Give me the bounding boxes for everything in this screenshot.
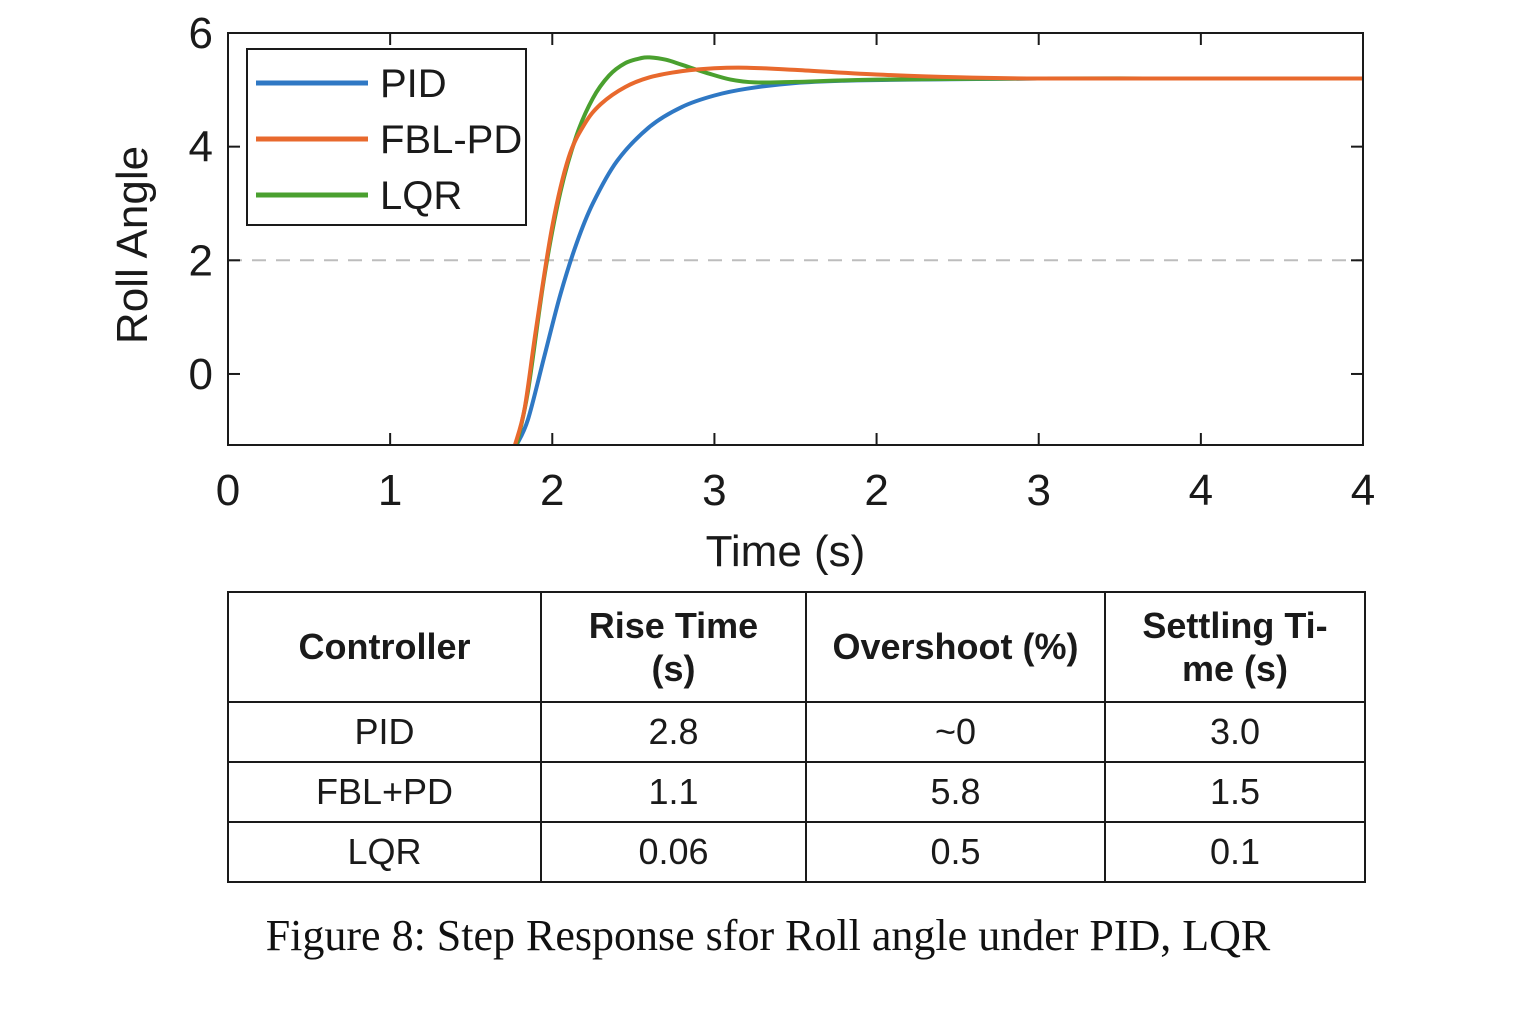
legend-label-lqr: LQR (380, 174, 462, 218)
cell-overshoot: 0.5 (805, 821, 1106, 883)
table-row: PID 2.8 ~0 3.0 (227, 701, 1366, 763)
y-tick-label: 0 (189, 350, 213, 399)
x-tick-label: 3 (702, 466, 726, 515)
x-tick-label: 0 (216, 466, 240, 515)
x-tick-label: 4 (1189, 466, 1213, 515)
y-tick-label: 2 (189, 236, 213, 285)
plot-area-frame (227, 32, 1364, 446)
cell-controller: LQR (227, 821, 542, 883)
header-overshoot-line: Overshoot (%) (832, 626, 1079, 668)
header-rise-time: Rise Time (s) (540, 591, 807, 703)
x-tick-label: 2 (864, 466, 888, 515)
y-axis-title: Roll Angle (108, 146, 157, 344)
header-controller: Controller (227, 591, 542, 703)
figure-caption: Figure 8: Step Response sfor Roll angle … (265, 911, 1271, 960)
legend-label-pid: PID (380, 62, 447, 106)
cell-rise-time: 1.1 (540, 761, 807, 823)
header-settling-time-line-2: me (s) (1181, 648, 1289, 689)
series-line-fbl-pd (513, 65, 1363, 445)
x-tick-label: 3 (1026, 466, 1050, 515)
cell-controller: FBL+PD (227, 761, 542, 823)
table-header-row: Controller Rise Time (s) Overshoot (%) S… (227, 591, 1366, 703)
table-row: FBL+PD 1.1 5.8 1.5 (227, 761, 1366, 823)
legend-label-fbl-pd: FBL-PD (380, 118, 522, 162)
cell-settling-time: 1.5 (1104, 761, 1366, 823)
header-settling-time: Settling Ti- me (s) (1104, 591, 1366, 703)
header-settling-time-line-1: Settling Ti- (1142, 604, 1328, 646)
y-tick-label: 4 (189, 123, 213, 172)
cell-rise-time: 2.8 (540, 701, 807, 763)
header-overshoot: Overshoot (%) (805, 591, 1106, 703)
cell-overshoot: 5.8 (805, 761, 1106, 823)
step-response-chart: 0 1 2 3 2 3 4 4 0 2 4 6 Time (s) Roll Angle PID FBL-PD… (108, 9, 1375, 576)
x-tick-label: 2 (540, 466, 564, 515)
cell-settling-time: 0.1 (1104, 821, 1366, 883)
x-tick-label: 4 (1351, 466, 1375, 515)
cell-controller: PID (227, 701, 542, 763)
header-controller-line: Controller (298, 626, 471, 668)
table-row: LQR 0.06 0.5 0.1 (227, 821, 1366, 883)
x-axis-title: Time (s) (706, 527, 866, 576)
series-line-pid (514, 76, 1363, 445)
controller-metrics-table: Controller Rise Time (s) Overshoot (%) S… (227, 591, 1366, 883)
cell-overshoot: ~0 (805, 701, 1106, 763)
cell-rise-time: 0.06 (540, 821, 807, 883)
header-rise-time-line-1: Rise Time (588, 604, 759, 646)
y-tick-label: 6 (189, 9, 213, 58)
cell-settling-time: 3.0 (1104, 701, 1366, 763)
series-line-lqr (514, 55, 1363, 445)
x-tick-label: 1 (378, 466, 402, 515)
header-rise-time-line-2: (s) (651, 648, 696, 689)
